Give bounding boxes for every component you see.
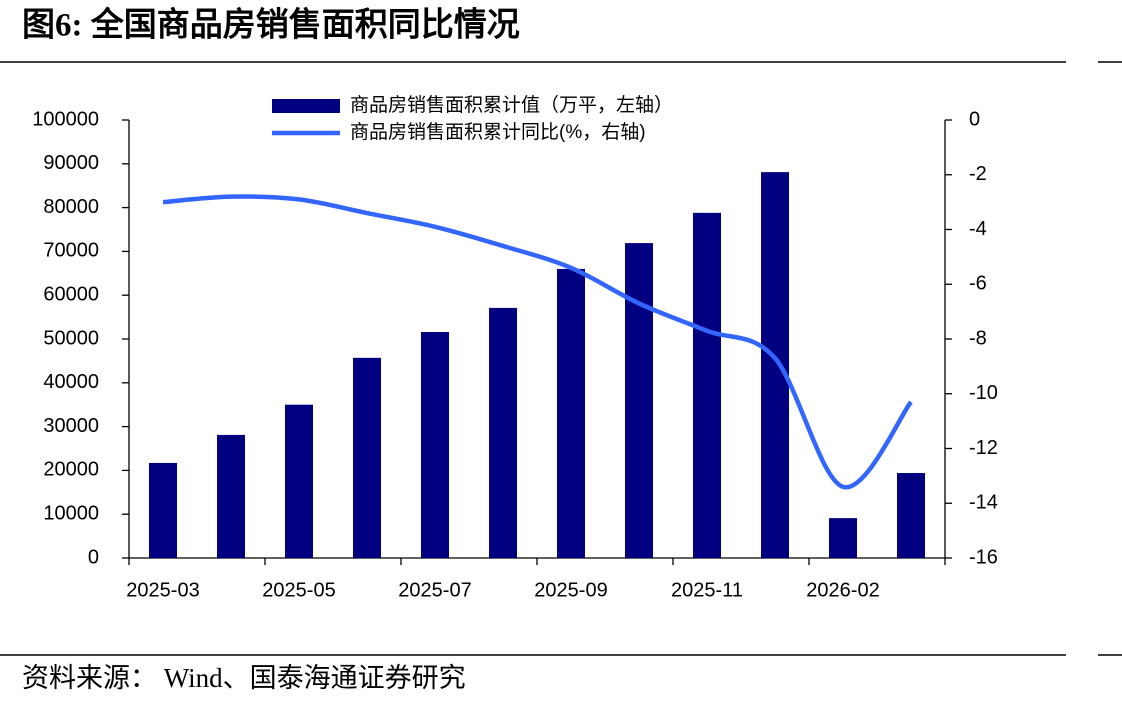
y2-tick-label: 0 bbox=[969, 108, 980, 130]
line bbox=[162, 194, 913, 490]
legend-swatch bbox=[272, 99, 340, 113]
x-tick-label: 2026-02 bbox=[806, 579, 879, 601]
legend-label: 商品房销售面积累计同比(%，右轴) bbox=[350, 121, 646, 143]
y-tick-label: 50000 bbox=[43, 327, 99, 349]
bar bbox=[897, 473, 925, 558]
source: 资料来源： Wind、国泰海通证券研究 bbox=[22, 663, 466, 693]
y2-tick-label: -4 bbox=[969, 218, 987, 240]
bar bbox=[829, 518, 857, 558]
bar bbox=[761, 172, 789, 558]
y2-tick-label: -8 bbox=[969, 327, 987, 349]
y2-tick-label: -14 bbox=[969, 492, 998, 514]
bar bbox=[149, 462, 177, 558]
x-tick-label: 2025-11 bbox=[671, 579, 743, 601]
bar bbox=[625, 243, 653, 558]
bar bbox=[421, 331, 449, 558]
bar bbox=[693, 212, 721, 558]
chart-title: 图6: 全国商品房销售面积同比情况 bbox=[22, 6, 520, 44]
y-tick-label: 20000 bbox=[43, 459, 99, 481]
y2-tick-label: -2 bbox=[969, 163, 987, 185]
y-tick-label: 60000 bbox=[43, 283, 99, 305]
y-tick-label: 40000 bbox=[43, 371, 99, 393]
y2-tick-label: -6 bbox=[969, 273, 987, 295]
y2-tick-label: -10 bbox=[969, 382, 998, 404]
y-tick-label: 10000 bbox=[43, 502, 99, 524]
y2-tick-label: -16 bbox=[969, 546, 998, 568]
y-tick-label: 90000 bbox=[43, 152, 99, 174]
bar bbox=[557, 268, 585, 558]
x-tick-label: 2025-07 bbox=[398, 579, 471, 601]
y2-tick-label: -12 bbox=[969, 437, 998, 459]
y-tick-label: 100000 bbox=[32, 108, 99, 130]
legend-label: 商品房销售面积累计值（万平，左轴） bbox=[350, 94, 673, 116]
x-tick-label: 2025-05 bbox=[262, 579, 335, 601]
y-tick-label: 30000 bbox=[43, 415, 99, 437]
y-tick-label: 0 bbox=[88, 546, 99, 568]
bar bbox=[217, 434, 245, 558]
bar bbox=[285, 404, 313, 558]
x-tick-label: 2025-03 bbox=[126, 579, 199, 601]
bar bbox=[353, 357, 381, 558]
x-tick-label: 2025-09 bbox=[534, 579, 607, 601]
y-tick-label: 80000 bbox=[43, 196, 99, 218]
y-tick-label: 70000 bbox=[43, 240, 99, 262]
bar bbox=[489, 307, 517, 558]
